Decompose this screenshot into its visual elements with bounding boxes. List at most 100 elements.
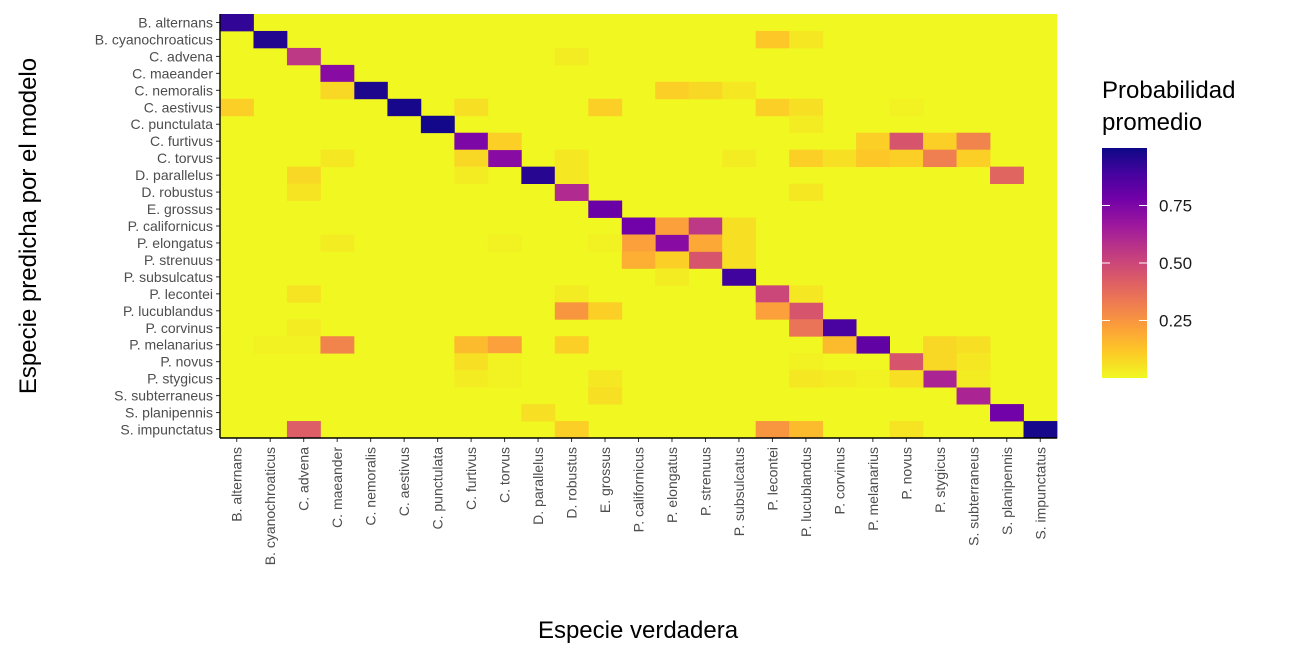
heatmap-cell-e-grossus-as-s-subterraneus [588,387,623,405]
heatmap-cell-p-elongatus-as-p-elongatus [655,234,690,252]
x-tick-label: C. maeander [329,447,345,528]
heatmap-cell-c-torvus-as-c-torvus [487,149,522,168]
heatmap-cell-c-torvus-as-c-furtivus [487,132,522,151]
y-axis-title: Especie predicha por el modelo [15,58,42,394]
heatmap-cell-s-subterraneus-as-p-novus [956,353,991,371]
heatmap-cell-d-robustus-as-d-parallelus [554,166,589,184]
x-tick-label: S. subterraneus [965,447,981,546]
heatmap-cell-p-lucublandus-as-c-aestivus [789,98,824,117]
y-tick-label: C. furtivus [150,133,213,149]
heatmap-cell-s-subterraneus-as-p-melanarius [956,336,991,354]
heatmap-cell-c-maeander-as-p-elongatus [320,234,355,252]
heatmap-cell-b-cyanochroaticus-as-p-melanarius [253,336,288,354]
heatmap-cell-d-parallelus-as-d-parallelus [521,166,556,184]
heatmap-cell-p-subsulcatus-as-c-nemoralis [722,81,757,100]
y-tick-label: P. corvinus [146,320,213,336]
y-tick-label: C. torvus [157,150,213,166]
heatmap-cell-d-robustus-as-c-advena [554,47,589,66]
heatmap-cell-c-furtivus-as-c-aestivus [454,98,489,117]
heatmap-cell-p-subsulcatus-as-c-torvus [722,149,757,168]
heatmap-cell-c-maeander-as-c-maeander [320,64,355,83]
heatmap-cell-p-lecontei-as-c-aestivus [755,98,790,117]
y-tick-label: P. californicus [128,218,213,234]
heatmap-cell-p-strenuus-as-p-californicus [688,217,723,235]
x-tick-label: C. aestivus [396,447,412,516]
heatmap-cell-p-lecontei-as-s-impunctatus [755,421,790,439]
heatmap-cell-c-furtivus-as-p-stygicus [454,370,489,388]
x-tick-label: P. stygicus [932,447,948,513]
heatmap-cell-s-subterraneus-as-c-furtivus [956,132,991,151]
x-tick-label: P. lucublandus [798,447,814,537]
heatmap-cell-p-novus-as-c-torvus [889,149,924,168]
heatmap-cell-c-torvus-as-p-novus [487,353,522,371]
y-tick-label: C. punctulata [131,116,214,132]
heatmap-cell-c-advena-as-d-robustus [286,183,321,201]
heatmap-cell-d-robustus-as-p-lucublandus [554,302,589,320]
y-tick-label: C. aestivus [144,99,213,115]
heatmap-cell-c-maeander-as-c-nemoralis [320,81,355,100]
heatmap-cell-s-subterraneus-as-c-torvus [956,149,991,168]
heatmap-cell-c-torvus-as-p-melanarius [487,336,522,354]
heatmap-cell-s-subterraneus-as-p-stygicus [956,370,991,388]
x-tick-label: D. parallelus [530,447,546,525]
heatmap-cell-p-corvinus-as-c-torvus [822,149,857,168]
heatmap-cell-s-subterraneus-as-s-subterraneus [956,387,991,405]
legend-tick-label: 0.25 [1159,312,1192,331]
y-tick-label: B. cyanochroaticus [95,31,213,47]
heatmap-cell-c-advena-as-c-advena [286,47,321,66]
heatmap-cell-d-parallelus-as-s-planipennis [521,404,556,422]
y-tick-label: P. melanarius [129,337,213,353]
heatmap-cell-p-lecontei-as-p-lecontei [755,285,790,303]
heatmap-cell-e-grossus-as-c-aestivus [588,98,623,117]
heatmap-cell-b-alternans-as-c-aestivus [220,98,254,117]
heatmap-cell-p-lucublandus-as-c-torvus [789,149,824,168]
y-tick-label: C. maeander [132,65,213,81]
x-tick-label: C. nemoralis [363,447,379,526]
x-tick-label: E. grossus [597,447,613,513]
heatmap-cell-b-alternans-as-b-alternans [220,14,254,32]
heatmap-cell-p-californicus-as-p-strenuus [621,251,656,269]
heatmap-cell-p-stygicus-as-c-furtivus [923,132,957,151]
x-tick-label: P. elongatus [664,447,680,523]
heatmap-cell-p-corvinus-as-p-corvinus [822,319,857,337]
heatmap-cell-e-grossus-as-e-grossus [588,200,623,218]
heatmap-cell-p-lecontei-as-b-cyanochroaticus [755,30,790,49]
x-tick-label: P. californicus [631,447,647,532]
y-tick-label: S. subterraneus [114,388,213,404]
heatmap-cell-p-subsulcatus-as-p-californicus [722,217,757,235]
x-tick-label: C. torvus [497,447,513,503]
heatmap-cell-p-stygicus-as-p-melanarius [923,336,957,354]
x-tick-label: P. strenuus [697,447,713,516]
heatmap-cell-c-furtivus-as-c-torvus [454,149,489,168]
heatmap-cell-p-melanarius-as-c-torvus [856,149,890,168]
heatmap-cell-p-lucublandus-as-p-lucublandus [789,302,824,320]
y-tick-label: P. elongatus [137,235,213,251]
heatmap-cell-p-novus-as-p-novus [889,353,924,371]
heatmap-cell-c-maeander-as-p-melanarius [320,336,355,354]
x-tick-label: P. novus [898,447,914,500]
x-tick-label: S. impunctatus [1032,447,1048,540]
y-tick-label: P. subsulcatus [124,269,213,285]
heatmap-cell-p-corvinus-as-p-stygicus [822,370,857,388]
y-tick-label: S. impunctatus [120,422,213,438]
heatmap-cell-p-lucublandus-as-b-cyanochroaticus [789,30,824,49]
heatmap-cell-c-furtivus-as-d-parallelus [454,166,489,184]
heatmap-cell-p-lucublandus-as-d-robustus [789,183,824,201]
heatmap-cell-s-impunctatus-as-s-impunctatus [1023,421,1058,439]
x-tick-label: P. lecontei [764,447,780,511]
heatmap-cell-p-strenuus-as-p-elongatus [688,234,723,252]
y-tick-label: D. robustus [141,184,213,200]
heatmap-cell-p-novus-as-s-impunctatus [889,421,924,439]
heatmap-cell-c-furtivus-as-c-furtivus [454,132,489,151]
heatmap-cell-d-robustus-as-p-melanarius [554,336,589,354]
heatmap-cell-p-lucublandus-as-p-lecontei [789,285,824,303]
x-tick-label: D. robustus [564,447,580,519]
heatmap-cell-p-subsulcatus-as-p-elongatus [722,234,757,252]
y-tick-label: D. parallelus [135,167,213,183]
legend-title-line1: Probabilidad [1102,77,1235,104]
heatmap-cell-p-lucublandus-as-s-impunctatus [789,421,824,439]
x-tick-label: B. alternans [229,447,245,522]
y-tick-label: P. stygicus [147,371,213,387]
